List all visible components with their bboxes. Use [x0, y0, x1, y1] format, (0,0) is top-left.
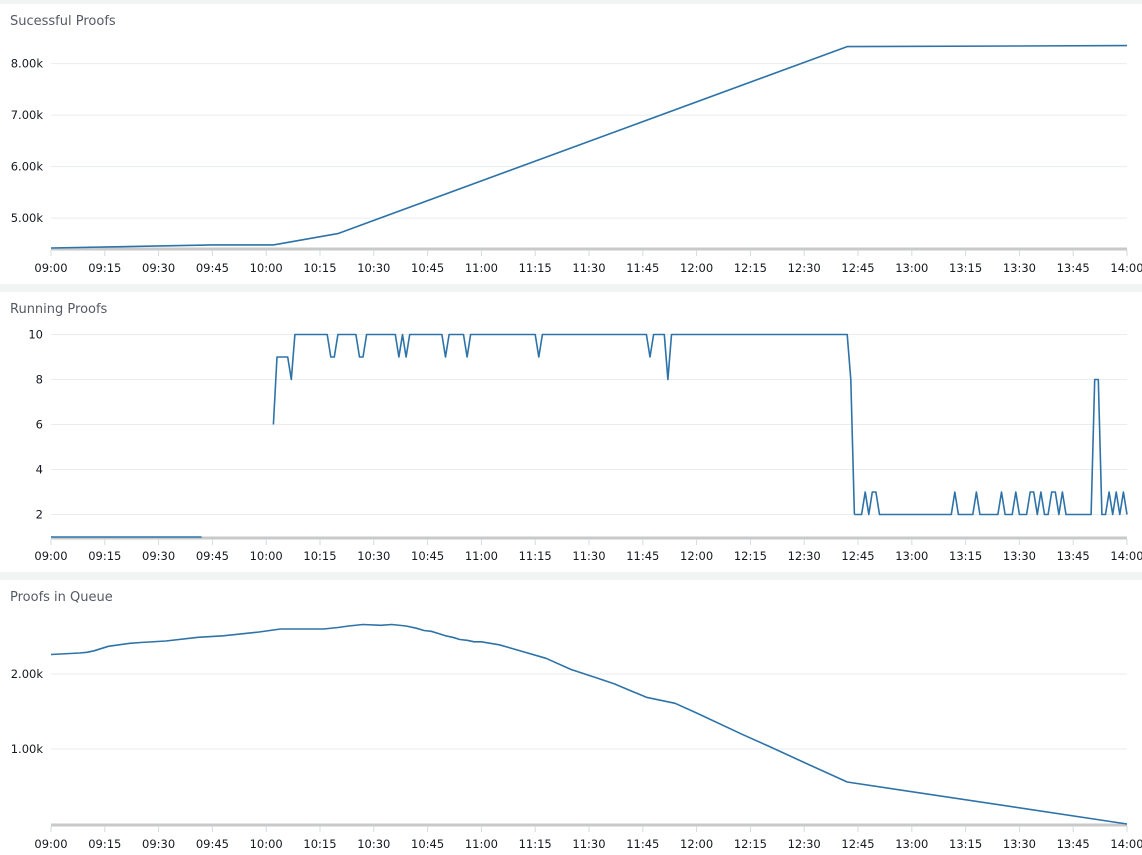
x-tick-label: 12:15 — [734, 261, 767, 275]
x-tick-label: 13:30 — [1003, 837, 1036, 851]
x-tick-label: 12:00 — [680, 549, 713, 563]
x-tick-label: 12:45 — [841, 837, 874, 851]
y-tick-label: 2 — [36, 508, 43, 522]
x-tick-label: 09:15 — [88, 837, 121, 851]
y-tick-label: 8 — [36, 373, 43, 387]
x-tick-label: 12:45 — [841, 549, 874, 563]
x-tick-label: 09:45 — [196, 549, 229, 563]
x-tick-label: 12:15 — [734, 837, 767, 851]
y-tick-label: 6.00k — [11, 160, 44, 174]
y-tick-label: 2.00k — [11, 667, 44, 681]
x-tick-label: 10:45 — [411, 261, 444, 275]
x-tick-label: 14:00 — [1110, 549, 1142, 563]
chart-title: Proofs in Queue — [10, 590, 113, 605]
x-tick-label: 09:15 — [88, 549, 121, 563]
x-tick-label: 09:00 — [34, 261, 67, 275]
x-tick-label: 09:45 — [196, 837, 229, 851]
x-tick-label: 10:00 — [250, 549, 283, 563]
x-tick-label: 11:00 — [465, 549, 498, 563]
panel-proofs-in-queue: Proofs in Queue — [0, 580, 1142, 855]
x-tick-label: 10:45 — [411, 549, 444, 563]
x-tick-label: 13:00 — [895, 261, 928, 275]
x-tick-label: 09:15 — [88, 261, 121, 275]
y-tick-label: 4 — [36, 463, 43, 477]
x-tick-label: 11:45 — [626, 261, 659, 275]
panel-successful-proofs: Sucessful Proofs — [0, 4, 1142, 284]
x-tick-label: 09:00 — [34, 549, 67, 563]
x-tick-label: 11:30 — [572, 549, 605, 563]
panel-running-proofs: Running Proofs — [0, 292, 1142, 572]
x-tick-label: 11:45 — [626, 837, 659, 851]
x-tick-label: 10:15 — [303, 837, 336, 851]
x-tick-label: 13:15 — [949, 549, 982, 563]
y-tick-label: 7.00k — [11, 108, 44, 122]
x-tick-label: 11:30 — [572, 837, 605, 851]
x-tick-label: 10:15 — [303, 261, 336, 275]
x-tick-label: 09:00 — [34, 837, 67, 851]
x-tick-label: 13:00 — [895, 549, 928, 563]
x-tick-label: 10:00 — [250, 837, 283, 851]
x-tick-label: 11:15 — [519, 261, 552, 275]
x-tick-label: 09:30 — [142, 261, 175, 275]
x-tick-label: 13:15 — [949, 261, 982, 275]
x-tick-label: 13:15 — [949, 837, 982, 851]
x-tick-label: 10:30 — [357, 549, 390, 563]
x-tick-label: 12:00 — [680, 261, 713, 275]
x-tick-label: 13:30 — [1003, 549, 1036, 563]
y-tick-label: 6 — [36, 418, 43, 432]
chart-title: Sucessful Proofs — [10, 14, 116, 29]
y-tick-label: 8.00k — [11, 57, 44, 71]
x-tick-label: 12:30 — [788, 837, 821, 851]
x-tick-label: 12:30 — [788, 261, 821, 275]
x-tick-label: 14:00 — [1110, 837, 1142, 851]
x-tick-label: 14:00 — [1110, 261, 1142, 275]
x-tick-label: 13:30 — [1003, 261, 1036, 275]
data-series-line — [854, 378, 1128, 516]
x-tick-label: 11:00 — [465, 261, 498, 275]
x-tick-label: 10:00 — [250, 261, 283, 275]
x-tick-label: 11:45 — [626, 549, 659, 563]
x-tick-label: 10:30 — [357, 837, 390, 851]
x-tick-label: 09:30 — [142, 549, 175, 563]
y-tick-label: 10 — [28, 328, 43, 342]
x-tick-label: 11:00 — [465, 837, 498, 851]
x-tick-label: 13:00 — [895, 837, 928, 851]
x-tick-label: 12:00 — [680, 837, 713, 851]
x-tick-label: 10:45 — [411, 837, 444, 851]
chart-title: Running Proofs — [10, 302, 108, 317]
x-tick-label: 11:15 — [519, 837, 552, 851]
data-series-line — [50, 623, 1128, 825]
y-tick-label: 5.00k — [11, 211, 44, 225]
x-tick-label: 12:45 — [841, 261, 874, 275]
x-tick-label: 09:30 — [142, 837, 175, 851]
data-series-line — [272, 333, 856, 515]
data-series-line — [50, 44, 1128, 249]
x-tick-label: 10:30 — [357, 261, 390, 275]
x-tick-label: 11:15 — [519, 549, 552, 563]
x-tick-label: 10:15 — [303, 549, 336, 563]
y-tick-label: 1.00k — [11, 742, 44, 756]
x-tick-label: 13:45 — [1057, 837, 1090, 851]
x-tick-label: 09:45 — [196, 261, 229, 275]
x-tick-label: 13:45 — [1057, 261, 1090, 275]
x-tick-label: 13:45 — [1057, 549, 1090, 563]
x-tick-label: 12:30 — [788, 549, 821, 563]
x-tick-label: 11:30 — [572, 261, 605, 275]
x-tick-label: 12:15 — [734, 549, 767, 563]
